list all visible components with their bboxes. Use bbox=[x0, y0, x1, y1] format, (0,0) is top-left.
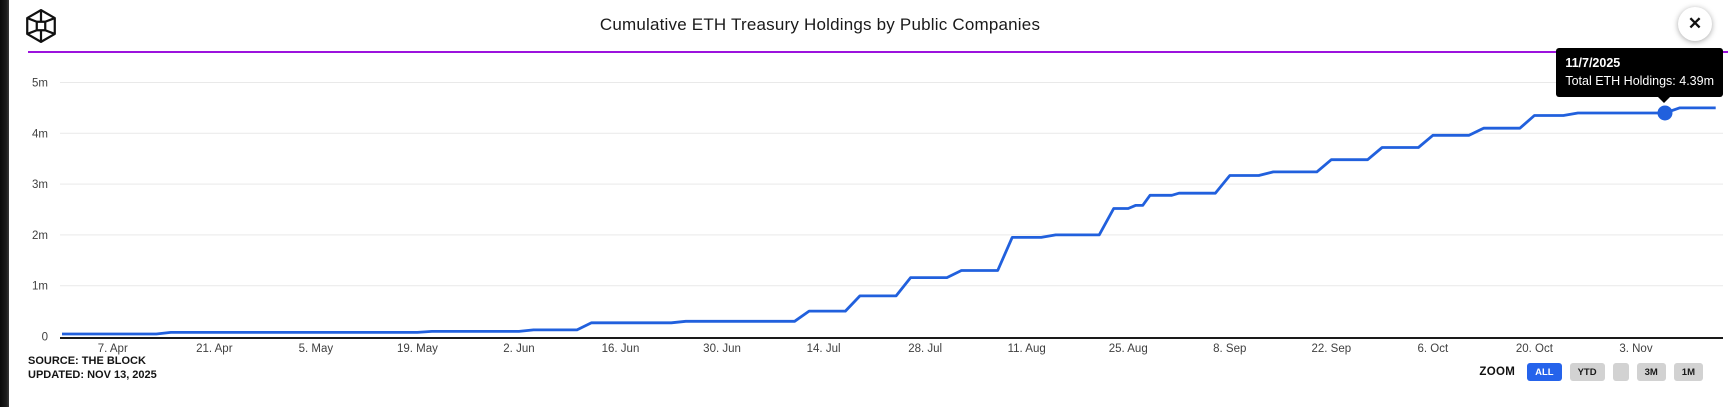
source-line: SOURCE: THE BLOCK bbox=[28, 355, 146, 367]
y-axis-tick: 5m bbox=[32, 78, 48, 90]
zoom-1m-button[interactable]: 1M bbox=[1673, 363, 1703, 381]
y-axis-tick: 1m bbox=[32, 281, 48, 293]
x-axis-tick: 14. Jul bbox=[807, 343, 841, 355]
zoom-6m-button[interactable] bbox=[1612, 363, 1629, 381]
zoom-3m-button[interactable]: 3M bbox=[1636, 363, 1666, 381]
zoom-ytd-button[interactable]: YTD bbox=[1569, 363, 1605, 381]
x-axis-tick: 21. Apr bbox=[196, 343, 233, 355]
tooltip-value: Total ETH Holdings: 4.39m bbox=[1565, 74, 1714, 89]
y-axis-tick: 4m bbox=[32, 128, 48, 140]
close-icon: ✕ bbox=[1687, 14, 1703, 33]
window-left-edge bbox=[0, 0, 9, 407]
x-axis-tick: 3. Nov bbox=[1619, 343, 1652, 355]
x-axis-tick: 5. May bbox=[299, 343, 334, 355]
x-axis-tick: 30. Jun bbox=[703, 343, 741, 355]
x-axis-tick: 8. Sep bbox=[1213, 343, 1246, 355]
x-axis-tick: 11. Aug bbox=[1008, 343, 1046, 355]
x-axis-tick: 16. Jun bbox=[602, 343, 640, 355]
zoom-label: ZOOM bbox=[1479, 366, 1516, 378]
header-divider bbox=[28, 51, 1728, 53]
tooltip-date: 11/7/2025 bbox=[1565, 56, 1621, 70]
close-button[interactable]: ✕ bbox=[1678, 7, 1712, 41]
x-axis-tick: 2. Jun bbox=[503, 343, 534, 355]
y-axis-tick: 2m bbox=[32, 230, 48, 242]
x-axis-tick: 22. Sep bbox=[1311, 343, 1351, 355]
page-title: Cumulative ETH Treasury Holdings by Publ… bbox=[599, 15, 1041, 34]
chart-tooltip: 11/7/2025 Total ETH Holdings: 4.39m bbox=[1556, 48, 1723, 104]
updated-line: UPDATED: NOV 13, 2025 bbox=[28, 368, 157, 381]
x-axis-tick: 6. Oct bbox=[1418, 343, 1449, 355]
the-block-logo-icon[interactable] bbox=[24, 8, 58, 44]
x-axis-tick: 19. May bbox=[397, 343, 438, 355]
source-attribution: SOURCE: THE BLOCK UPDATED: NOV 13, 2025 bbox=[28, 355, 157, 383]
y-axis-tick: 3m bbox=[32, 179, 48, 191]
zoom-controls: ZOOM ALL YTD 3M 1M bbox=[1479, 363, 1703, 381]
x-axis-tick: 28. Jul bbox=[908, 343, 942, 355]
zoom-all-button[interactable]: ALL bbox=[1527, 363, 1562, 381]
x-axis-tick: 7. Apr bbox=[98, 343, 128, 355]
highlighted-data-point[interactable] bbox=[1657, 105, 1673, 121]
x-axis-tick: 25. Aug bbox=[1109, 343, 1148, 355]
x-axis-tick: 20. Oct bbox=[1516, 343, 1554, 355]
y-axis-tick: 0 bbox=[42, 332, 48, 344]
